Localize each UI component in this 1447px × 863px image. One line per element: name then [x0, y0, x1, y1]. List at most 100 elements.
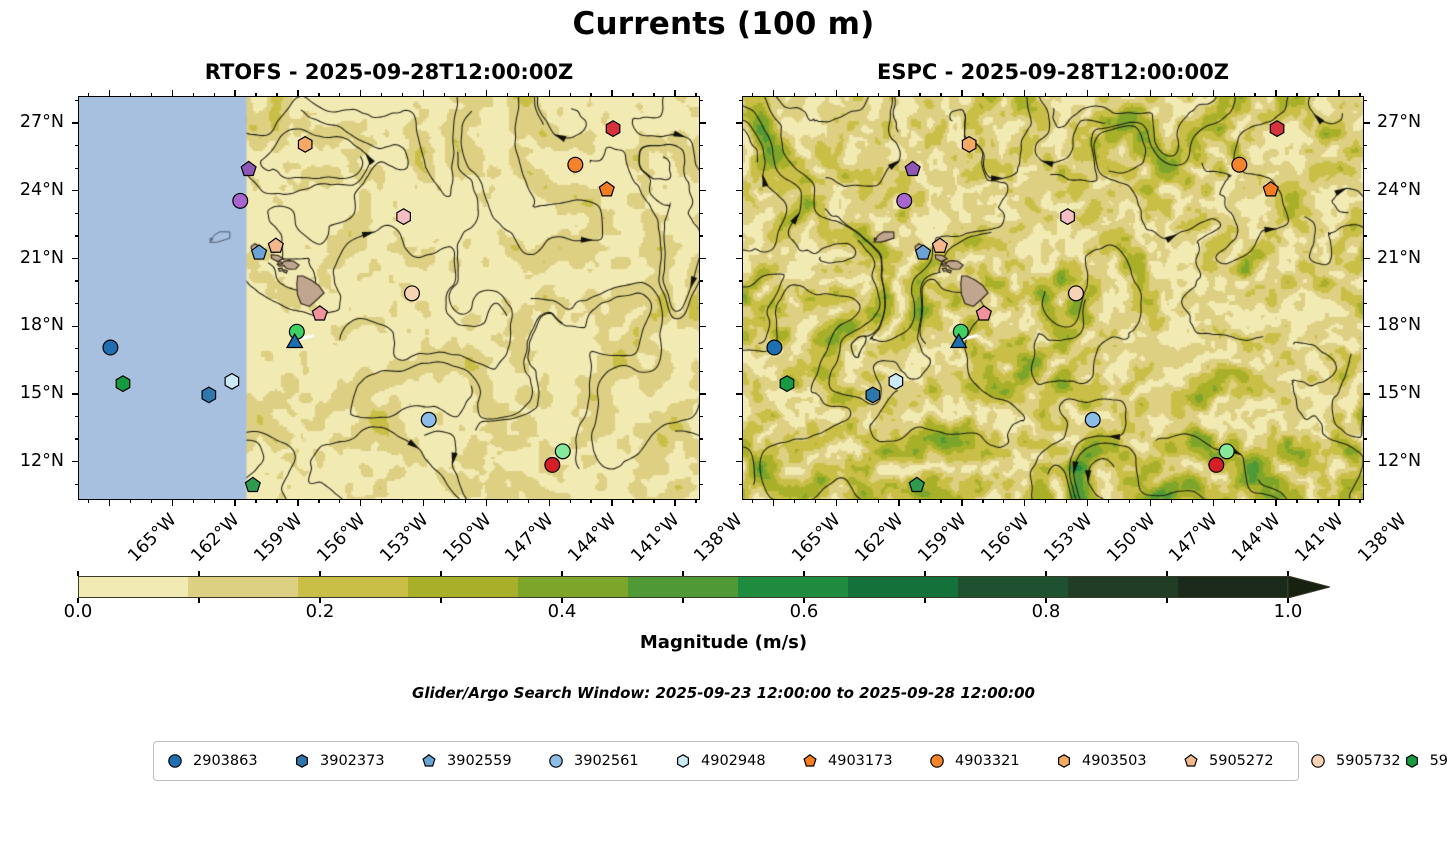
- legend-item-3902373[interactable]: 3902373: [291, 750, 418, 771]
- marker-5906095[interactable]: [908, 476, 925, 493]
- colorbar-tick: [440, 598, 442, 603]
- marker-3902373[interactable]: [201, 386, 217, 404]
- legend-label: 5905855: [1429, 752, 1447, 769]
- xtick-label: 159°W: [250, 510, 307, 567]
- legend-item-5905732[interactable]: 5905732: [1307, 750, 1401, 771]
- colorbar-tick-label: 1.0: [1273, 601, 1303, 622]
- page-title: Currents (100 m): [572, 6, 875, 42]
- marker-5907061[interactable]: [1060, 208, 1075, 226]
- xtick-label: 156°W: [977, 510, 1034, 567]
- legend-label: 2903863: [193, 752, 258, 769]
- colorbar-label: Magnitude (m/s): [639, 632, 808, 653]
- marker-5906796[interactable]: [544, 456, 561, 473]
- colorbar-tick: [561, 571, 563, 576]
- marker-5906756[interactable]: [605, 120, 621, 138]
- colorbar-tick: [1166, 598, 1168, 603]
- marker-4903173[interactable]: [598, 180, 615, 197]
- marker-7901106[interactable]: [896, 192, 913, 209]
- legend-item-3902561[interactable]: 3902561: [545, 750, 672, 771]
- marker-4902948[interactable]: [224, 372, 240, 390]
- marker-sg626[interactable]: [949, 332, 968, 349]
- colorbar-tick: [682, 571, 684, 576]
- legend-item-3902559[interactable]: 3902559: [418, 750, 545, 771]
- ytick-label-left: 18°N: [19, 315, 64, 336]
- marker-5905272[interactable]: [931, 237, 948, 253]
- marker-5905732[interactable]: [1067, 285, 1084, 302]
- ytick-label-right: 18°N: [1377, 315, 1422, 336]
- marker-3902561[interactable]: [1084, 411, 1101, 428]
- marker-3902559[interactable]: [250, 244, 268, 260]
- colorbar-tick: [440, 571, 442, 576]
- marker-4903503[interactable]: [297, 135, 313, 153]
- legend-label: 4903503: [1082, 752, 1147, 769]
- marker-2903863[interactable]: [766, 339, 783, 356]
- colorbar-tick-label: 0.8: [1031, 601, 1061, 622]
- marker-7900877[interactable]: [904, 160, 921, 177]
- colorbar-tick: [924, 598, 926, 603]
- ytick-label-right: 21°N: [1377, 247, 1422, 268]
- legend-item-4903503[interactable]: 4903503: [1053, 750, 1180, 771]
- legend-marker-hexagon-icon: [1405, 753, 1418, 768]
- marker-5905855[interactable]: [779, 375, 795, 393]
- marker-5907049[interactable]: [311, 305, 328, 321]
- colorbar-extend-arrow: [1288, 576, 1330, 598]
- legend-item-4903173[interactable]: 4903173: [799, 750, 926, 771]
- ytick-label-left: 12°N: [19, 450, 64, 471]
- colorbar-band-4: [518, 576, 628, 598]
- platform-legend[interactable]: 2903863 3902373 3902559 3902561 4902948 49031…: [153, 741, 1447, 781]
- legend-marker-pentagon-icon: [1184, 753, 1198, 767]
- marker-5905272[interactable]: [267, 237, 284, 253]
- colorbar-tick: [77, 598, 79, 603]
- legend-item-2903863[interactable]: 2903863: [164, 750, 291, 771]
- xtick-label: 144°W: [564, 510, 621, 567]
- xtick-label: 162°W: [187, 510, 244, 567]
- ytick-label-left: 27°N: [19, 112, 64, 133]
- marker-5906796[interactable]: [1208, 456, 1225, 473]
- marker-5907061[interactable]: [396, 208, 411, 226]
- xtick-label: 147°W: [1165, 510, 1222, 567]
- legend-item-4903321[interactable]: 4903321: [926, 750, 1053, 771]
- legend-marker-circle-icon: [549, 753, 563, 768]
- legend-item-5905272[interactable]: 5905272: [1180, 750, 1307, 771]
- marker-5905855[interactable]: [115, 375, 131, 393]
- legend-item-5905855[interactable]: 5905855: [1401, 750, 1447, 771]
- marker-4903321[interactable]: [1231, 156, 1248, 173]
- legend-item-4902948[interactable]: 4902948: [672, 750, 799, 771]
- colorbar-tick: [1287, 598, 1289, 603]
- marker-5906753[interactable]: [554, 443, 571, 460]
- marker-3902561[interactable]: [420, 411, 437, 428]
- marker-7901106[interactable]: [232, 192, 249, 209]
- legend-label: 4903173: [828, 752, 893, 769]
- marker-5907049[interactable]: [975, 305, 992, 321]
- marker-2903863[interactable]: [102, 339, 119, 356]
- xtick-label: 162°W: [851, 510, 908, 567]
- marker-5905732[interactable]: [403, 285, 420, 302]
- marker-4903321[interactable]: [567, 156, 584, 173]
- marker-3902373[interactable]: [865, 386, 881, 404]
- map-panel-rtofs[interactable]: [78, 96, 700, 500]
- colorbar-tick: [1166, 571, 1168, 576]
- colorbar-band-0: [78, 576, 188, 598]
- colorbar-band-1: [188, 576, 298, 598]
- legend-marker-hexagon-icon: [1058, 753, 1070, 768]
- marker-3902559[interactable]: [914, 244, 932, 260]
- colorbar-tick: [319, 598, 321, 603]
- legend-label: 4903321: [955, 752, 1020, 769]
- currents-field-rtofs: [79, 97, 699, 499]
- legend-label: 3902373: [320, 752, 385, 769]
- marker-5906756[interactable]: [1269, 120, 1285, 138]
- marker-5906095[interactable]: [244, 476, 261, 493]
- legend-marker-circle-icon: [1311, 753, 1325, 768]
- marker-sg626[interactable]: [285, 332, 304, 349]
- xtick-label: 138°W: [690, 510, 747, 567]
- marker-4903173[interactable]: [1262, 180, 1279, 197]
- marker-5906753[interactable]: [1218, 443, 1235, 460]
- colorbar-band-10: [1178, 576, 1288, 598]
- marker-4903503[interactable]: [961, 135, 977, 153]
- colorbar-band-8: [958, 576, 1068, 598]
- colorbar-tick: [1045, 571, 1047, 576]
- marker-7900877[interactable]: [240, 160, 257, 177]
- map-panel-espc[interactable]: [742, 96, 1364, 500]
- legend-marker-hexagon-icon: [296, 753, 308, 768]
- marker-4902948[interactable]: [888, 372, 904, 390]
